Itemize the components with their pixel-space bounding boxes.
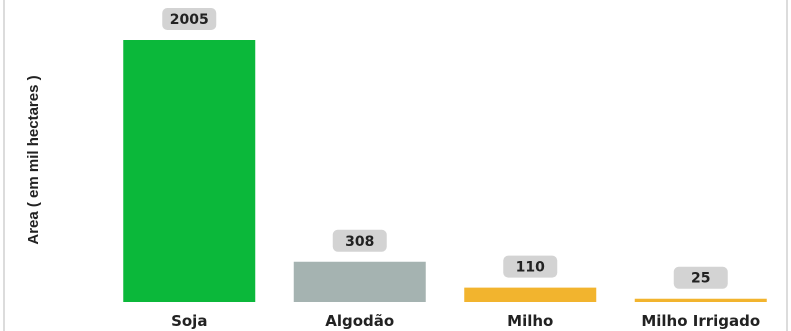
y-axis-label: Area ( em mil hectares ) [25, 75, 42, 244]
category-label-2: Milho [507, 312, 553, 330]
data-label-1: 308 [345, 234, 374, 250]
bar-1 [293, 261, 426, 302]
data-label-3: 25 [691, 271, 710, 287]
data-label-box-1 [332, 229, 387, 252]
category-label-0: Soja [171, 312, 207, 330]
chart-marks: 2005 Soja 308 Algodão 110 Milho 25 Milho Irriga… [123, 8, 767, 330]
bar-3 [634, 298, 767, 302]
data-label-box-0 [162, 8, 217, 30]
data-label-box-2 [503, 255, 558, 278]
category-label-1: Algodão [325, 312, 394, 330]
bar-0 [123, 40, 256, 302]
category-label-3: Milho Irrigado [641, 312, 760, 330]
bar-2 [464, 287, 597, 302]
data-label-0: 2005 [170, 12, 209, 28]
data-label-2: 110 [516, 260, 545, 276]
data-label-box-3 [673, 266, 728, 289]
